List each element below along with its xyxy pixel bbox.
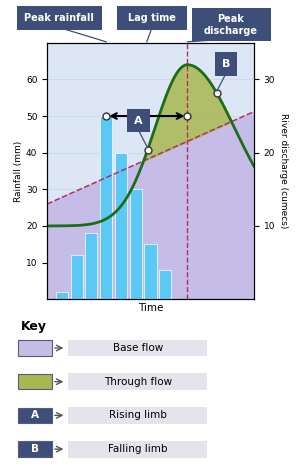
FancyBboxPatch shape [68,407,207,424]
Bar [159,270,171,299]
Text: Key: Key [21,320,47,333]
Y-axis label: River discharge (cumecs): River discharge (cumecs) [279,114,288,228]
Bar [115,152,127,299]
FancyBboxPatch shape [17,6,102,30]
FancyBboxPatch shape [18,340,52,356]
Bar [144,244,157,299]
FancyBboxPatch shape [68,441,207,457]
Text: Through flow: Through flow [104,377,172,387]
Bar [130,190,142,299]
FancyBboxPatch shape [18,374,52,389]
Text: Peak
discharge: Peak discharge [204,14,258,36]
Text: A: A [134,115,143,125]
Text: Peak rainfall: Peak rainfall [24,13,94,23]
Text: A: A [31,410,39,420]
FancyBboxPatch shape [117,6,187,30]
Text: B: B [222,59,230,69]
Y-axis label: Rainfall (mm): Rainfall (mm) [14,141,23,201]
FancyBboxPatch shape [127,109,150,133]
FancyBboxPatch shape [18,441,52,457]
Text: Base flow: Base flow [112,343,163,353]
FancyBboxPatch shape [68,373,207,390]
FancyBboxPatch shape [68,340,207,356]
Bar [56,292,68,299]
FancyBboxPatch shape [18,408,52,423]
Text: B: B [31,444,39,454]
Text: Falling limb: Falling limb [108,444,168,454]
Bar [100,116,112,299]
Bar [71,255,83,299]
Text: Rising limb: Rising limb [109,410,167,420]
FancyBboxPatch shape [192,8,271,41]
Text: Lag time: Lag time [128,13,176,23]
X-axis label: Time: Time [138,304,163,314]
FancyBboxPatch shape [215,52,237,76]
Bar [85,233,98,299]
